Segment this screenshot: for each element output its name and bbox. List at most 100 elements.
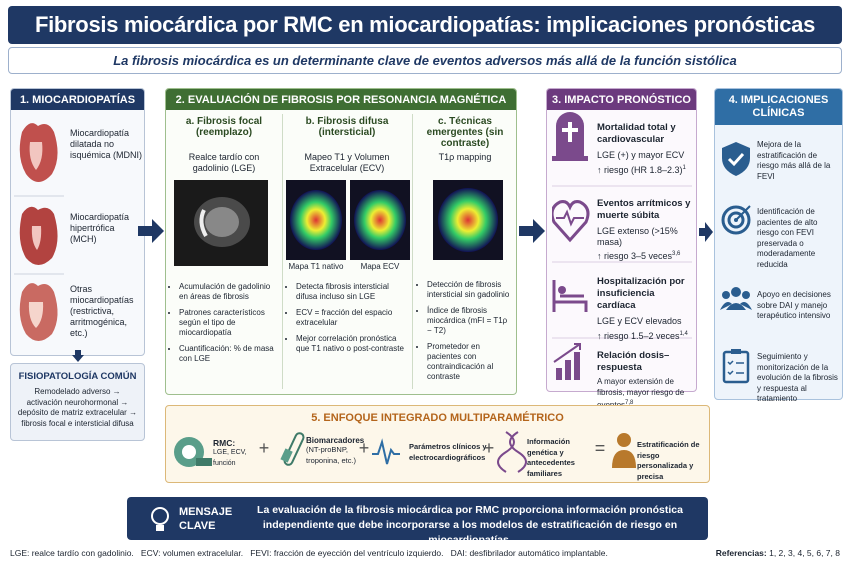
prognosis-finding: LGE (+) y mayor ECV bbox=[597, 150, 685, 160]
heart-icons bbox=[14, 123, 64, 341]
component-title: RMC: bbox=[213, 438, 236, 448]
flow-arrow bbox=[519, 219, 545, 243]
component-detail: LGE, ECV, función bbox=[213, 449, 247, 467]
bullet: Detecta fibrosis intersticial difusa inc… bbox=[296, 282, 409, 302]
graphic bbox=[28, 302, 44, 328]
technique: Realce tardío con gadolinio (LGE) bbox=[188, 152, 260, 173]
graphic bbox=[156, 525, 164, 531]
graphic bbox=[617, 433, 631, 447]
prognosis-item: Eventos arrítmicos y muerte súbita LGE e… bbox=[597, 198, 695, 262]
graphic bbox=[354, 190, 406, 250]
key-message-text: La evaluación de la fibrosis miocárdica … bbox=[257, 504, 683, 546]
map-images bbox=[286, 180, 410, 260]
lge-image bbox=[174, 180, 268, 266]
implication-item: Identificación de pacientes de alto ries… bbox=[757, 207, 818, 269]
bullet-list: Acumulación de gadolinio en áreas de fib… bbox=[170, 282, 280, 370]
references: 1, 2, 3, 4, 5, 6, 7, 8 bbox=[769, 548, 840, 558]
component: RMC: LGE, ECV, función bbox=[213, 438, 261, 469]
graphic bbox=[735, 205, 751, 221]
key-message-label: MENSAJE CLAVE bbox=[179, 506, 233, 532]
bullet: ECV = fracción del espacio extracelular bbox=[296, 308, 409, 328]
title-bar: Fibrosis miocárdica por RMC en miocardio… bbox=[8, 6, 842, 44]
panel-heading: 5. ENFOQUE INTEGRADO MULTIPARAMÉTRICO bbox=[311, 412, 564, 424]
implication-item: Mejora de la estratificación de riesgo m… bbox=[757, 140, 831, 181]
graphic bbox=[29, 142, 43, 170]
divider bbox=[412, 114, 413, 389]
graphic bbox=[731, 349, 741, 354]
graphic bbox=[727, 360, 744, 376]
prognosis-item: Relación dosis–respuesta A mayor extensi… bbox=[597, 350, 695, 411]
lightbulb-icon bbox=[151, 507, 169, 531]
graphic bbox=[182, 445, 196, 459]
reference: 1,4 bbox=[679, 330, 688, 337]
bullet: Acumulación de gadolinio en áreas de fib… bbox=[179, 282, 280, 302]
graphic bbox=[612, 450, 636, 468]
pathophysiology-heading: FISIOPATOLOGÍA COMÚN bbox=[18, 371, 137, 382]
graphic bbox=[196, 458, 212, 466]
flow-arrow bbox=[138, 219, 164, 243]
footer-abbreviations: LGE: realce tardío con gadolinio. ECV: v… bbox=[10, 548, 608, 558]
prognosis-item: Mortalidad total y cardiovascular LGE (+… bbox=[597, 122, 695, 175]
implication-item: Seguimiento y monitorización de la evolu… bbox=[757, 352, 838, 403]
prognosis-risk: ↑ riesgo 1.5–2 veces bbox=[597, 330, 680, 341]
column-title: b. Fibrosis difusa (intersticial) bbox=[305, 116, 389, 138]
image-caption: Mapa T1 nativo bbox=[288, 262, 344, 271]
graphic bbox=[290, 190, 342, 250]
graphic bbox=[552, 200, 590, 243]
flow-arrow bbox=[699, 222, 713, 242]
integrated-icons bbox=[174, 431, 636, 473]
graphic bbox=[138, 219, 164, 243]
panel-heading: 1. MIOCARDIOPATÍAS bbox=[11, 89, 144, 110]
graphic bbox=[552, 280, 588, 312]
prognosis-risk: ↑ riesgo 3–5 veces bbox=[597, 251, 673, 261]
abbreviation: ECV: volumen extracelular. bbox=[140, 548, 244, 558]
pathophysiology-box: FISIOPATOLOGÍA COMÚN Remodelado adverso … bbox=[10, 363, 145, 441]
key-message: MENSAJE CLAVE La evaluación de la fibros… bbox=[127, 497, 708, 546]
prognosis-item: Hospitalización por insuficiencia cardía… bbox=[597, 276, 695, 341]
reference: 1 bbox=[682, 164, 686, 171]
prognosis-title: Hospitalización por insuficiencia cardía… bbox=[597, 276, 685, 311]
graphic bbox=[151, 507, 169, 525]
prognosis-finding: LGE extenso (>15% masa) bbox=[597, 226, 678, 247]
graphic bbox=[562, 122, 578, 142]
subtitle-box: La fibrosis miocárdica es un determinant… bbox=[8, 47, 842, 74]
graphic bbox=[553, 343, 581, 363]
bullet: Prometedor en pacientes con contraindica… bbox=[427, 342, 514, 382]
bullet-list: Detecta fibrosis intersticial difusa inc… bbox=[287, 282, 409, 360]
divider bbox=[282, 114, 283, 389]
graphic bbox=[556, 368, 562, 380]
prognosis-title: Mortalidad total y cardiovascular bbox=[597, 122, 676, 145]
graphic bbox=[372, 438, 400, 465]
heart-icon bbox=[19, 283, 58, 341]
graphic bbox=[31, 226, 42, 250]
bullet: Índice de fibrosis miocárdica (mFI = T1ρ… bbox=[427, 306, 514, 336]
abbreviation: DAI: desfibrilador automático implantabl… bbox=[450, 548, 608, 558]
component-title: Información genética y antecedentes fami… bbox=[527, 437, 575, 478]
technique: T1ρ mapping bbox=[438, 152, 492, 162]
bullet: Detección de fibrosis intersticial sin g… bbox=[427, 280, 514, 300]
bullet: Mejor correlación pronóstica que T1 nati… bbox=[296, 334, 409, 354]
reference: 3,6 bbox=[672, 251, 681, 257]
graphic bbox=[497, 431, 527, 473]
prognosis-title: Relación dosis–respuesta bbox=[597, 350, 670, 373]
abbreviation: FEVI: fracción de eyección del ventrícul… bbox=[250, 548, 444, 558]
graphic bbox=[438, 188, 498, 252]
graphic bbox=[722, 291, 730, 299]
cardiomyopathy-item: Otras miocardiopatías (restrictiva, arri… bbox=[70, 284, 134, 338]
component-title: Biomarcadores bbox=[306, 436, 365, 445]
graphic bbox=[558, 286, 566, 294]
t1rho-image bbox=[433, 180, 503, 260]
graphic bbox=[721, 205, 751, 235]
graphic bbox=[731, 287, 741, 297]
component-title: Parámetros clínicos y electrocardiográfi… bbox=[409, 442, 487, 462]
heart-icon bbox=[19, 123, 58, 182]
reference: 7,8 bbox=[625, 400, 634, 406]
container: ↑ riesgo 3–5 veces3,6 bbox=[597, 249, 695, 262]
graphic bbox=[565, 360, 571, 380]
pathophysiology-text: Remodelado adverso → activación neurohor… bbox=[17, 387, 138, 428]
operator: + bbox=[258, 438, 270, 458]
column-title: a. Fibrosis focal (reemplazo) bbox=[185, 116, 263, 138]
graphic bbox=[722, 142, 750, 176]
title: Fibrosis miocárdica por RMC en miocardio… bbox=[34, 12, 816, 37]
